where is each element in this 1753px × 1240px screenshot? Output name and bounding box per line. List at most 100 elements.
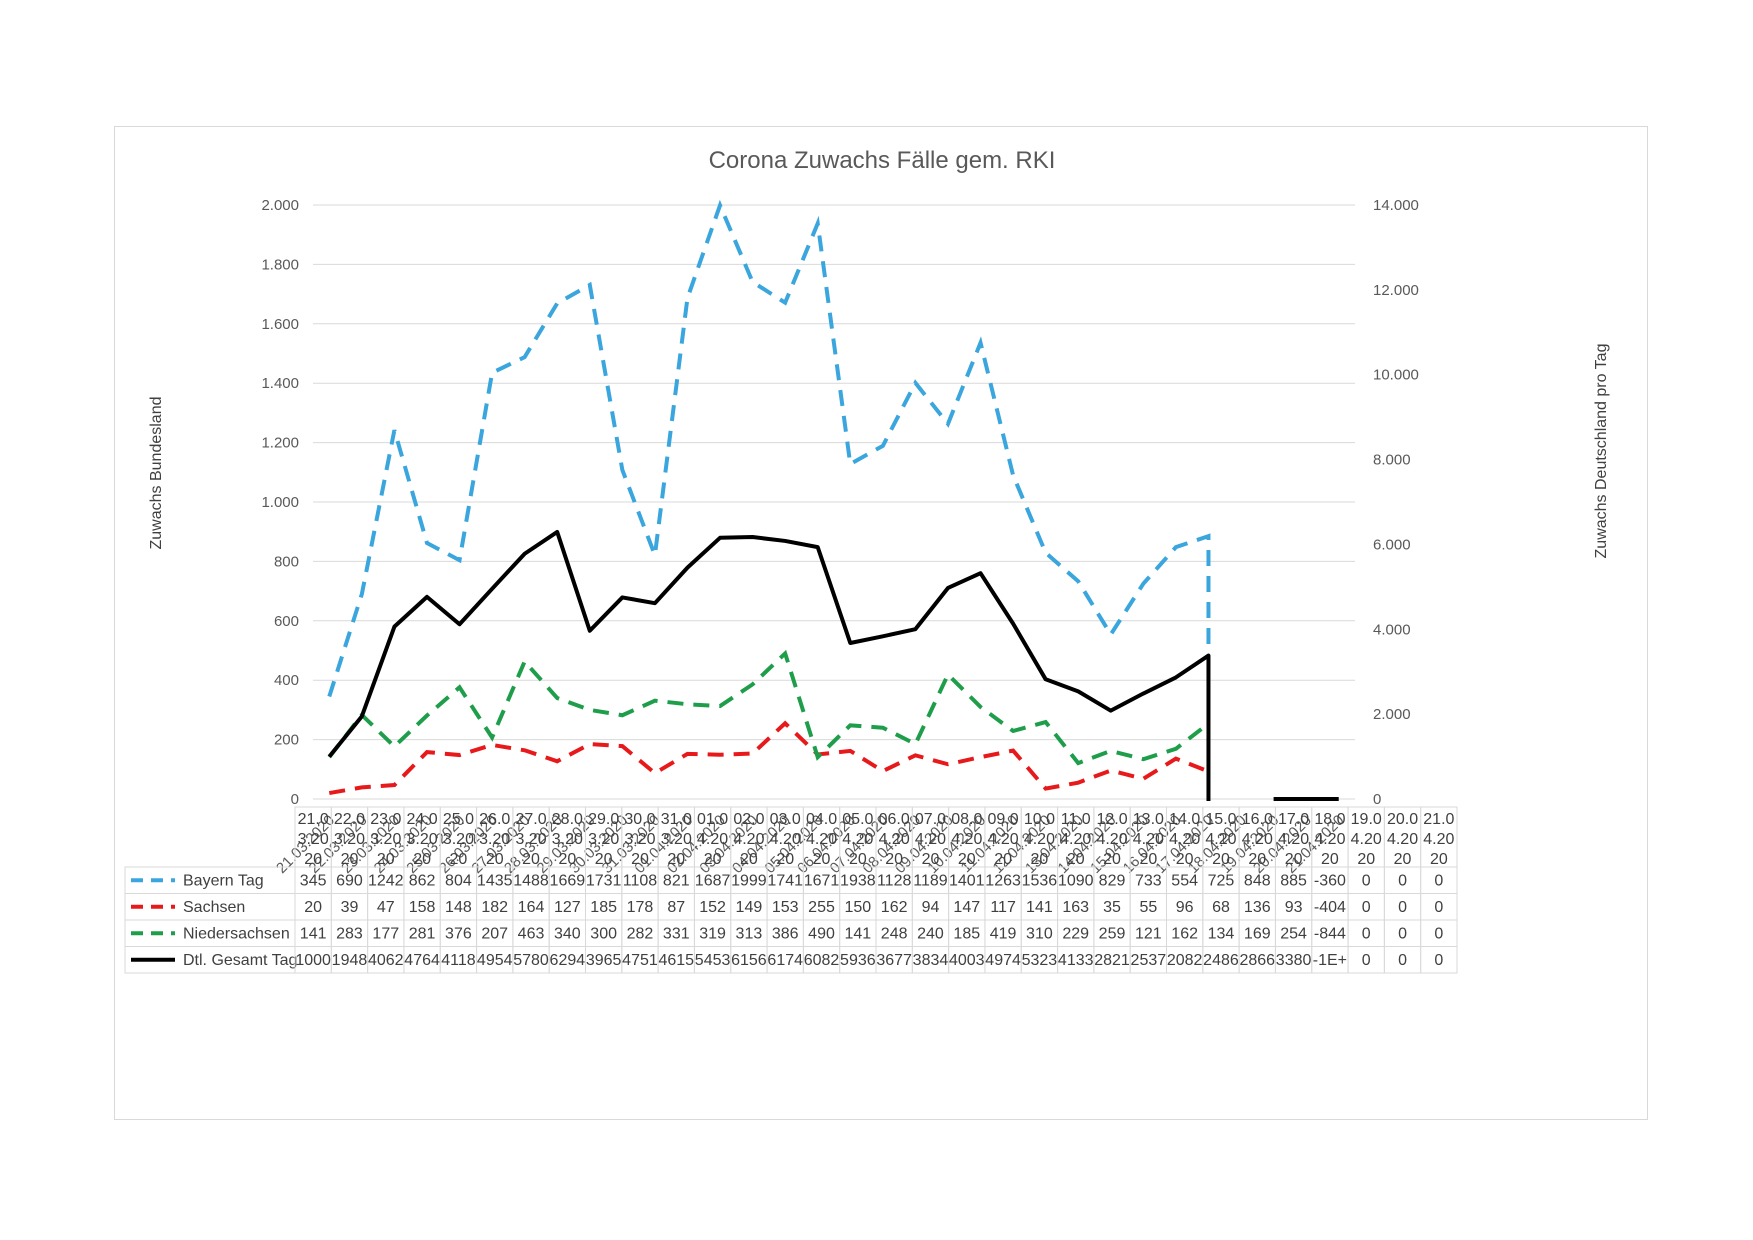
table-value: 0 [1398,899,1407,916]
table-value: 248 [881,925,908,942]
table-value: 4764 [404,952,440,969]
table-header-text: 20 [1139,851,1157,868]
table-value: 829 [1099,872,1126,889]
series-line-bayern-tag [327,199,1211,698]
table-value: -1E+ [1313,952,1347,969]
table-value: 6174 [767,952,803,969]
table-value: 93 [1285,899,1303,916]
table-header-text: 20 [1248,851,1266,868]
series-line-dtl-gesamt [327,529,1211,801]
table-header-text: 20 [1176,851,1194,868]
table-header-text: 20 [885,851,903,868]
table-header-text: 27.0 [515,811,546,828]
table-value: 725 [1208,872,1235,889]
table-header-text: 20 [486,851,504,868]
y2-tick-label: 8.000 [1373,452,1411,469]
table-value: 3677 [876,952,912,969]
table-value: 169 [1244,925,1271,942]
table-value: 4974 [985,952,1021,969]
table-header-text: 12.0 [1096,811,1127,828]
table-value: 2866 [1239,952,1275,969]
table-value: 68 [1212,899,1230,916]
gridlines [313,204,1355,800]
table-header-text: 02.0 [733,811,764,828]
table-value: 178 [627,899,654,916]
table-value: 136 [1244,899,1271,916]
table-value: 47 [377,899,395,916]
table-value: 281 [409,925,436,942]
table-value: 255 [808,899,835,916]
table-value: 1938 [840,872,876,889]
table-header-text: 07.0 [915,811,946,828]
table-value: 340 [554,925,581,942]
table-header-text: 18.0 [1314,811,1345,828]
table-header-text: 26.0 [479,811,510,828]
table-header-text: 23.0 [370,811,401,828]
table-header-text: 4.20 [1133,831,1164,848]
legend-label: Dtl. Gesamt Tag [183,952,297,969]
table-value: 229 [1062,925,1089,942]
y2-tick-label: 10.000 [1373,367,1419,384]
y-tick-label: 2.000 [261,197,299,214]
table-value: 39 [341,899,359,916]
table-value: 4118 [441,952,476,969]
table-value: 310 [1026,925,1053,942]
table-value: 141 [844,925,871,942]
table-header-text: 30.0 [624,811,655,828]
data-table: 21.0 3.20 20 22.0 3.20 20 23.0 3.20 20 24.0 3.20 20… [124,806,1458,974]
table-header-text: 3.20 [552,831,583,848]
series-lines [327,199,1339,801]
table-header-text: 03.0 [770,811,801,828]
table-header-text: 13.0 [1133,811,1164,828]
table-value: -404 [1314,899,1346,916]
table-value: 319 [699,925,726,942]
table-header-text: 14.0 [1169,811,1200,828]
table-header-text: 09.0 [988,811,1019,828]
table-header-text: 4.20 [1205,831,1236,848]
table-header-text: 20 [704,851,722,868]
table-value: 4133 [1058,952,1094,969]
table-value: 419 [990,925,1017,942]
table-value: 4615 [658,952,694,969]
table-value: 152 [699,899,726,916]
table-value: 2821 [1094,952,1130,969]
table-value: 0 [1362,872,1371,889]
table-value: 376 [445,925,472,942]
table-value: 1108 [623,872,658,889]
chart-frame: Corona Zuwachs Fälle gem. RKI Zuwachs Bu… [114,126,1648,1120]
table-header-text: 20 [1430,851,1448,868]
series-line-sachsen [328,720,1210,796]
table-header-text: 4.20 [915,831,946,848]
table-header-text: 4.20 [1423,831,1454,848]
table-value: 87 [667,899,685,916]
table-header-text: 4.20 [733,831,764,848]
y2-tick-label: 14.000 [1373,197,1419,214]
table-value: 1687 [695,872,731,889]
y-tick-label: 0 [291,791,299,808]
table-value: 1401 [949,872,985,889]
table-value: 158 [409,899,436,916]
table-header-text: 4.20 [1096,831,1127,848]
table-value: 163 [1062,899,1089,916]
table-value: 1741 [767,872,803,889]
y2-tick-label: 2.000 [1373,706,1411,723]
table-value: 117 [990,899,1016,916]
table-value: 240 [917,925,944,942]
table-header-text: 28.0 [552,811,583,828]
table-header-text: 10.0 [1024,811,1055,828]
table-value: 1731 [586,872,622,889]
table-header-text: 05.0 [842,811,873,828]
table-value: 5453 [695,952,731,969]
table-value: 1948 [332,952,368,969]
table-value: 804 [445,872,472,889]
table-value: 345 [300,872,327,889]
table-header-text: 4.20 [1387,831,1418,848]
y-axis-title-right: Zuwachs Deutschland pro Tag [1593,344,1610,559]
table-header-text: 4.20 [697,831,728,848]
table-value: 862 [409,872,436,889]
table-header-text: 20 [1321,851,1339,868]
table-value: 1128 [877,872,912,889]
table-header-text: 21.0 [1423,811,1454,828]
table-header-text: 20 [1212,851,1230,868]
table-header-text: 04.0 [806,811,837,828]
